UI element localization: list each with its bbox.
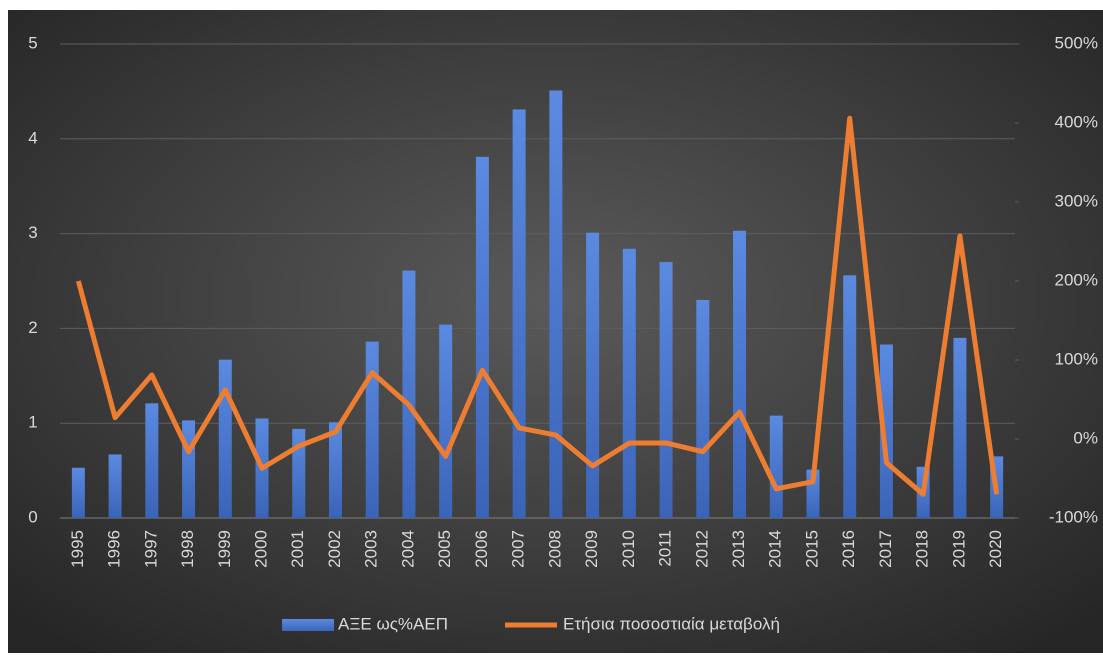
x-tick-label: 1999 (215, 530, 234, 568)
x-tick-label: 2006 (472, 530, 491, 568)
x-tick-label: 2013 (729, 530, 748, 568)
y2-tick-label: 100% (1055, 349, 1098, 368)
bar (475, 156, 489, 518)
x-tick-label: 2014 (766, 530, 785, 568)
bar (586, 232, 600, 519)
y2-tick-label: 0% (1073, 428, 1098, 447)
y-tick-label: 2 (28, 318, 37, 337)
y-tick-label: 4 (28, 128, 37, 147)
bar (879, 344, 893, 518)
bar (659, 262, 673, 518)
x-tick-label: 2002 (325, 530, 344, 568)
x-tick-label: 2019 (949, 530, 968, 568)
y2-tick-label: -100% (1049, 507, 1098, 526)
x-tick-label: 2005 (435, 530, 454, 568)
bar (622, 248, 636, 518)
x-tick-label: 2020 (986, 530, 1005, 568)
bar (182, 420, 196, 518)
legend-label: ΑΞΕ ως%ΑΕΠ (338, 614, 448, 633)
line (75, 115, 1000, 497)
x-tick-label: 2017 (876, 530, 895, 568)
bar (292, 428, 306, 518)
bar (218, 359, 232, 518)
x-tick-label: 2000 (252, 530, 271, 568)
x-tick-label: 2011 (656, 530, 675, 567)
x-tick-label: 2015 (802, 530, 821, 568)
bar (769, 415, 783, 518)
bar (328, 422, 342, 518)
bar (71, 467, 85, 518)
x-tick-label: 2012 (692, 530, 711, 568)
bar (439, 324, 453, 518)
x-tick-label: 1995 (68, 530, 87, 568)
bar (843, 275, 857, 518)
x-tick-label: 2008 (545, 530, 564, 568)
x-tick-label: 2010 (619, 530, 638, 568)
x-tick-label: 2007 (509, 530, 528, 568)
y-tick-label: 0 (28, 507, 37, 526)
x-tick-label: 2016 (839, 530, 858, 568)
x-tick-label: 2001 (288, 530, 307, 568)
legend-label: Ετήσια ποσοστιαία μεταβολή (563, 614, 780, 633)
y2-tick-label: 500% (1055, 33, 1098, 52)
x-tick-label: 2003 (362, 530, 381, 568)
x-tick-label: 2018 (913, 530, 932, 568)
bar (512, 109, 526, 519)
bar (953, 337, 967, 518)
x-tick-label: 1996 (105, 530, 124, 568)
bar (108, 454, 122, 518)
bar (696, 299, 710, 518)
y-tick-label: 5 (28, 33, 37, 52)
y2-tick-label: 400% (1055, 112, 1098, 131)
y2-tick-label: 200% (1055, 270, 1098, 289)
bar (733, 230, 747, 519)
x-tick-label: 2004 (398, 530, 417, 568)
x-tick-label: 1998 (178, 530, 197, 568)
y2-tick-label: 300% (1055, 191, 1098, 210)
bar (549, 90, 563, 519)
x-tick-label: 1997 (141, 530, 160, 568)
bar (365, 341, 379, 518)
y-tick-label: 3 (28, 223, 37, 242)
legend-swatch (282, 619, 334, 631)
bar (402, 270, 416, 518)
y-tick-label: 1 (28, 413, 37, 432)
x-tick-label: 2009 (582, 530, 601, 568)
bar (145, 403, 159, 518)
